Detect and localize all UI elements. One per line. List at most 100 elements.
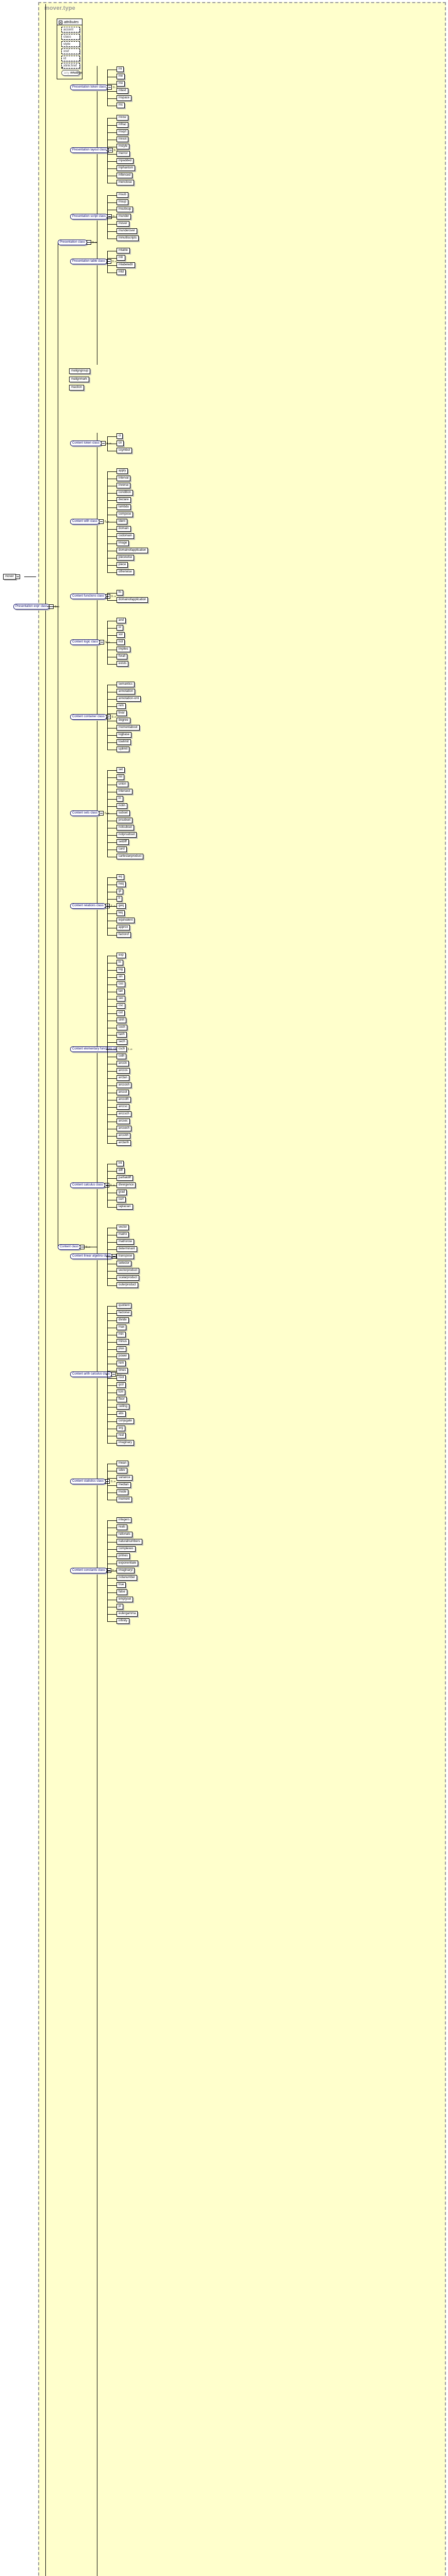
element-selector[interactable]: selector bbox=[117, 1261, 132, 1266]
element-reals[interactable]: reals bbox=[117, 1524, 128, 1530]
element-rationals[interactable]: rationals bbox=[117, 1532, 132, 1537]
attribute-style[interactable]: style bbox=[61, 41, 80, 47]
element-semantics[interactable]: semantics bbox=[117, 682, 135, 687]
element-list[interactable]: list bbox=[117, 774, 125, 780]
element-factorial[interactable]: factorial bbox=[117, 1310, 132, 1316]
element-mrow[interactable]: mrow bbox=[117, 115, 128, 121]
element-card[interactable]: card bbox=[117, 846, 127, 852]
element-partialdiff[interactable]: partialdiff bbox=[117, 1175, 134, 1181]
element-exponentiale[interactable]: exponentiale bbox=[117, 1561, 139, 1566]
element-menclose[interactable]: menclose bbox=[117, 180, 134, 185]
element-lowlimit[interactable]: lowlimit bbox=[117, 739, 131, 745]
element-otherwise[interactable]: otherwise bbox=[117, 569, 134, 575]
element-mfrac[interactable]: mfrac bbox=[117, 122, 128, 128]
element-merror[interactable]: merror bbox=[117, 151, 130, 157]
element-equivalent[interactable]: equivalent bbox=[117, 918, 135, 923]
element-tanh[interactable]: tanh bbox=[117, 1032, 127, 1038]
element-leq[interactable]: leq bbox=[117, 910, 125, 916]
element-mfenced[interactable]: mfenced bbox=[117, 173, 133, 178]
presentation-layout-class-expander[interactable] bbox=[108, 148, 113, 152]
element-times[interactable]: times bbox=[117, 1368, 128, 1374]
element-grad[interactable]: grad bbox=[117, 1190, 127, 1195]
element-cosh[interactable]: cosh bbox=[117, 1025, 127, 1030]
attribute-class[interactable]: class bbox=[61, 34, 80, 40]
element-arccoth[interactable]: arccoth bbox=[117, 1097, 131, 1103]
group-presentation-token-class[interactable]: Presentation token class 0..∞ bbox=[70, 84, 118, 90]
element-root[interactable]: root bbox=[117, 1375, 126, 1381]
element-mean[interactable]: mean bbox=[117, 1461, 129, 1466]
element-piecewise[interactable]: piecewise bbox=[117, 555, 135, 561]
element-laplacian[interactable]: laplacian bbox=[117, 1204, 133, 1210]
element-lambda[interactable]: lambda bbox=[117, 504, 131, 510]
element-mroot[interactable]: mroot bbox=[117, 137, 129, 142]
attribute-xlink-href[interactable]: xlink:href bbox=[61, 63, 80, 69]
element-domainofapplication[interactable]: domainofapplication bbox=[117, 597, 148, 603]
element-notin[interactable]: notin bbox=[117, 803, 128, 809]
element-munder[interactable]: munder bbox=[117, 214, 131, 219]
content-logic-class-expander[interactable] bbox=[99, 640, 105, 645]
content-with-class-expander[interactable] bbox=[98, 519, 104, 524]
element-forall[interactable]: forall bbox=[117, 654, 128, 659]
element-logbase[interactable]: logbase bbox=[117, 732, 132, 738]
element-ms[interactable]: ms bbox=[117, 103, 125, 108]
attribute-accent[interactable]: accent bbox=[61, 27, 80, 32]
element-ceiling[interactable]: ceiling bbox=[117, 1404, 130, 1410]
element-momentabout[interactable]: momentabout bbox=[117, 725, 140, 731]
element-int[interactable]: int bbox=[117, 1161, 124, 1166]
element-mtd[interactable]: mtd bbox=[117, 269, 126, 275]
element-matrixrow[interactable]: matrixrow bbox=[117, 1239, 135, 1245]
element-domain[interactable]: domain bbox=[117, 526, 131, 532]
element-set[interactable]: set bbox=[117, 767, 125, 773]
attribute-xref[interactable]: xref bbox=[61, 48, 80, 54]
element-lcm[interactable]: lcm bbox=[117, 1389, 126, 1395]
group-content-constants-class[interactable]: Content constants class 0..∞ bbox=[70, 1568, 117, 1573]
root-element-mover[interactable]: mover bbox=[3, 574, 20, 580]
element-piece[interactable]: piece bbox=[117, 562, 128, 568]
element-cn[interactable]: cn bbox=[117, 440, 124, 446]
element-divergence[interactable]: divergence bbox=[117, 1182, 136, 1188]
element-ci[interactable]: ci bbox=[117, 433, 123, 439]
element-arctan[interactable]: arctan bbox=[117, 1075, 129, 1081]
presentation-table-class-expander[interactable] bbox=[106, 259, 111, 264]
element-annotation[interactable]: annotation bbox=[117, 689, 136, 694]
group-content-with-class[interactable]: Content with class 0..∞ bbox=[70, 519, 109, 524]
element-real[interactable]: real bbox=[117, 1433, 126, 1438]
element-vector[interactable]: vector bbox=[117, 1225, 129, 1230]
element-mlabeledtr[interactable]: mlabeledtr bbox=[117, 262, 136, 268]
group-content-token-class[interactable]: Content token class 0..∞ bbox=[70, 440, 111, 446]
group-presentation-layout-class[interactable]: Presentation layout class 0..∞ bbox=[70, 147, 119, 153]
element-complexes[interactable]: complexes bbox=[117, 1546, 136, 1552]
element-true[interactable]: true bbox=[117, 1582, 126, 1588]
element-notprsubset[interactable]: notprsubset bbox=[117, 832, 137, 838]
group-content-container-class[interactable]: Content container class 0..∞ bbox=[70, 714, 117, 720]
element-image[interactable]: image bbox=[117, 540, 129, 546]
element-cot[interactable]: cot bbox=[117, 1010, 125, 1016]
element-msup[interactable]: msup bbox=[117, 199, 128, 205]
element-scalarproduct[interactable]: scalarproduct bbox=[117, 1275, 140, 1281]
element-minus[interactable]: minus bbox=[117, 1339, 129, 1345]
element-arccsc[interactable]: arccsc bbox=[117, 1104, 130, 1110]
element-msqrt[interactable]: msqrt bbox=[117, 129, 128, 135]
element-fn[interactable]: fn bbox=[117, 590, 124, 596]
content-calculus-class-expander[interactable] bbox=[104, 1183, 109, 1188]
element-malignmark[interactable]: malignmark bbox=[69, 377, 90, 382]
content-container-class-expander[interactable] bbox=[106, 715, 111, 719]
content-token-class-expander[interactable] bbox=[101, 441, 106, 446]
element-arccsch[interactable]: arccsch bbox=[117, 1111, 131, 1117]
element-vectorproduct[interactable]: vectorproduct bbox=[117, 1268, 140, 1274]
attribute-id[interactable]: id bbox=[61, 56, 80, 61]
element-primes[interactable]: primes bbox=[117, 1553, 130, 1559]
element-infinity[interactable]: infinity bbox=[117, 1618, 130, 1624]
element-sinh[interactable]: sinh bbox=[117, 1018, 127, 1023]
element-mstyle[interactable]: mstyle bbox=[117, 144, 130, 149]
element-geq[interactable]: geq bbox=[117, 903, 126, 909]
element-annotation-xml[interactable]: annotation-xml bbox=[117, 696, 141, 702]
element-prsubset[interactable]: prsubset bbox=[117, 818, 133, 823]
element-notanumber[interactable]: notanumber bbox=[117, 1575, 138, 1581]
element-arcsech[interactable]: arcsech bbox=[117, 1126, 132, 1131]
element-neq[interactable]: neq bbox=[117, 882, 126, 887]
element-divide[interactable]: divide bbox=[117, 1317, 129, 1323]
element-gcd[interactable]: gcd bbox=[117, 1382, 126, 1388]
element-csc[interactable]: csc bbox=[117, 1003, 125, 1009]
